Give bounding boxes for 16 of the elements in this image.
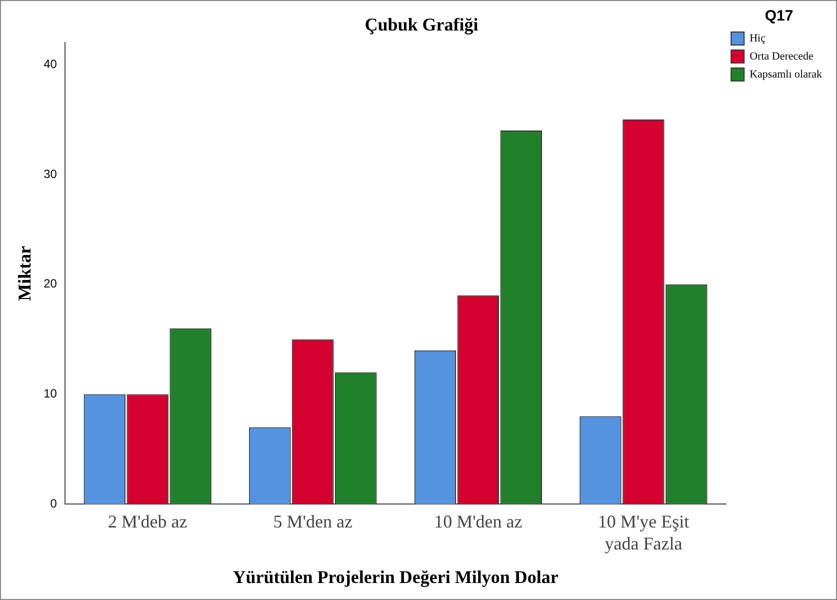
legend-label: Kapsamlı olarak [750, 68, 822, 80]
y-tick-label: 10 [44, 386, 58, 401]
legend-label: Orta Derecede [750, 50, 814, 62]
legend-title: Q17 [764, 8, 794, 25]
y-tick-label: 20 [44, 276, 58, 291]
x-tick-label: 10 M'den az [434, 512, 522, 532]
y-tick-label: 30 [44, 166, 58, 181]
y-axis-title: Miktar [14, 246, 34, 301]
x-tick-label: 2 M'deb az [108, 512, 188, 532]
legend-label: Hiç [750, 32, 766, 44]
x-tick-label: 5 M'den az [273, 512, 352, 532]
chart-title: Çubuk Grafiği [364, 14, 478, 34]
y-tick-label: 40 [44, 56, 58, 71]
x-axis-title: Yürütülen Projelerin Değeri Milyon Dolar [232, 566, 558, 587]
y-tick-label: 0 [50, 496, 58, 511]
x-tick-label: 10 M'ye Eşit yada Fazla [598, 512, 690, 554]
